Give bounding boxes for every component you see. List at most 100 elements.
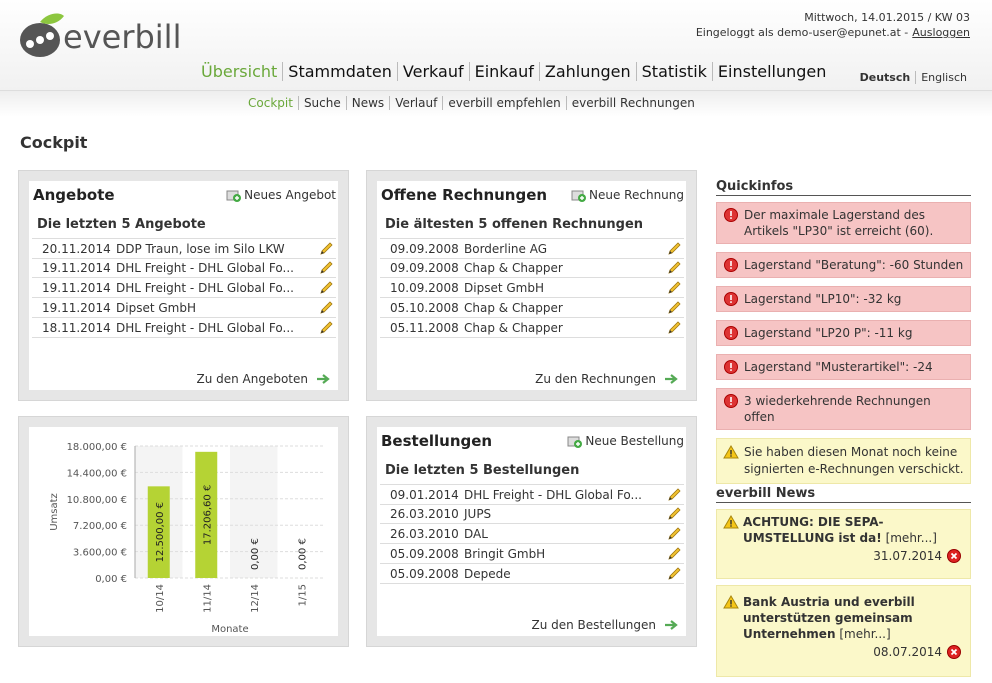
row-text: Chap & Chapper [464,261,563,275]
news-more[interactable]: [mehr...] [839,627,890,641]
panel-action[interactable]: Neues Angebot [225,187,336,203]
panel-subtitle: Die letzten 5 Bestellungen [385,463,579,478]
nav-item[interactable]: Statistik [636,62,712,81]
nav-item[interactable]: Einkauf [469,62,539,81]
value-label: 17.206,60 € [202,485,213,545]
logo-text: everbill [63,18,181,56]
error-text: Lagerstand "LP10": -32 kg [744,291,901,307]
panel: Angebote Neues Angebot Die letzten 5 Angeb… [18,170,349,401]
edit-icon [318,320,334,336]
subnav-item[interactable]: everbill empfehlen [442,96,565,110]
value-label: 0,00 € [297,538,308,570]
nav-item[interactable]: Übersicht [196,62,282,81]
row-date: 05.09.2008 [380,567,464,581]
panel-title: Offene Rechnungen [381,186,547,204]
panel-action[interactable]: Neue Bestellung [566,433,684,449]
row-date: 05.11.2008 [380,321,464,335]
news-date: 08.07.2014 [873,644,942,660]
panel-subtitle: Die letzten 5 Angebote [37,217,206,232]
error-icon [723,257,739,273]
news-text: Bank Austria und everbill unterstützen g… [743,594,962,642]
news-title: ACHTUNG: DIE SEPA-UMSTELLUNG ist da! [743,515,884,545]
languages: Deutsch Englisch [855,71,972,84]
edit-icon [666,526,682,542]
row-text: DHL Freight - DHL Global Fo... [116,321,294,335]
row-text: Dipset GmbH [464,281,544,295]
subnav-item[interactable]: Verlauf [389,96,442,110]
section-title: everbill News [716,486,971,503]
panel-footer[interactable]: Zu den Rechnungen [535,372,678,386]
error-info: Lagerstand "LP10": -32 kg [716,286,971,312]
panel-action[interactable]: Neue Rechnung [570,187,684,203]
subnav-item[interactable]: Cockpit [243,96,298,110]
row-text: Chap & Chapper [464,301,563,315]
edit-icon [666,487,682,503]
nav-item[interactable]: Zahlungen [539,62,636,81]
edit-icon [666,506,682,522]
panel-title: Angebote [33,186,115,204]
page-title: Cockpit [20,133,87,152]
error-info: Lagerstand "LP20 P": -11 kg [716,320,971,346]
action-label: Neue Rechnung [589,188,684,202]
x-tick-label: 11/14 [202,584,213,613]
row-text: DHL Freight - DHL Global Fo... [116,261,294,275]
panel-footer[interactable]: Zu den Bestellungen [532,618,679,632]
nav-item[interactable]: Stammdaten [282,62,397,81]
row-date: 18.11.2014 [32,321,116,335]
arrow-icon [316,373,330,385]
nav-item[interactable]: Verkauf [397,62,469,81]
subnav-item[interactable]: everbill Rechnungen [566,96,700,110]
lang[interactable]: Englisch [915,71,972,84]
row-date: 09.01.2014 [380,488,464,502]
subnav-item[interactable]: News [346,96,389,110]
y-tick-label: 10.800,00 € [67,495,127,506]
panel-footer[interactable]: Zu den Angeboten [196,372,330,386]
row-text: Borderline AG [464,242,547,256]
logout-link[interactable]: Ausloggen [912,26,970,39]
value-label: 0,00 € [250,538,261,570]
row-date: 09.09.2008 [380,242,464,256]
close-icon [946,644,962,660]
news-more[interactable]: [mehr...] [886,531,937,545]
x-axis-label: Monate [211,624,248,635]
y-tick-label: 7.200,00 € [73,521,127,532]
news-date-row: 31.07.2014 [723,548,962,564]
edit-icon [318,260,334,276]
error-icon [723,359,739,375]
action-label: Neue Bestellung [585,434,684,448]
warning-info: Sie haben diesen Monat noch keine signie… [716,438,971,484]
warning-text: Sie haben diesen Monat noch keine signie… [744,444,964,478]
error-info: 3 wiederkehrende Rechnungen offen [716,388,971,430]
quickinfos: Quickinfos Der maximale Lagerstand des A… [716,179,971,484]
nav-item[interactable]: Einstellungen [712,62,831,81]
error-text: Der maximale Lagerstand des Artikels "LP… [744,207,964,239]
row-date: 19.11.2014 [32,281,116,295]
footer-link: Zu den Angeboten [196,372,308,386]
lang[interactable]: Deutsch [855,71,916,84]
y-tick-label: 14.400,00 € [67,468,127,479]
subnav-item[interactable]: Suche [298,96,346,110]
row-date: 20.11.2014 [32,242,116,256]
error-info: Lagerstand "Musterartikel": -24 [716,354,971,380]
row-date: 09.09.2008 [380,261,464,275]
news: everbill News ACHTUNG: DIE SEPA-UMSTELLU… [716,486,971,683]
value-label: 12.500,00 € [155,502,166,562]
row-date: 26.03.2010 [380,507,464,521]
